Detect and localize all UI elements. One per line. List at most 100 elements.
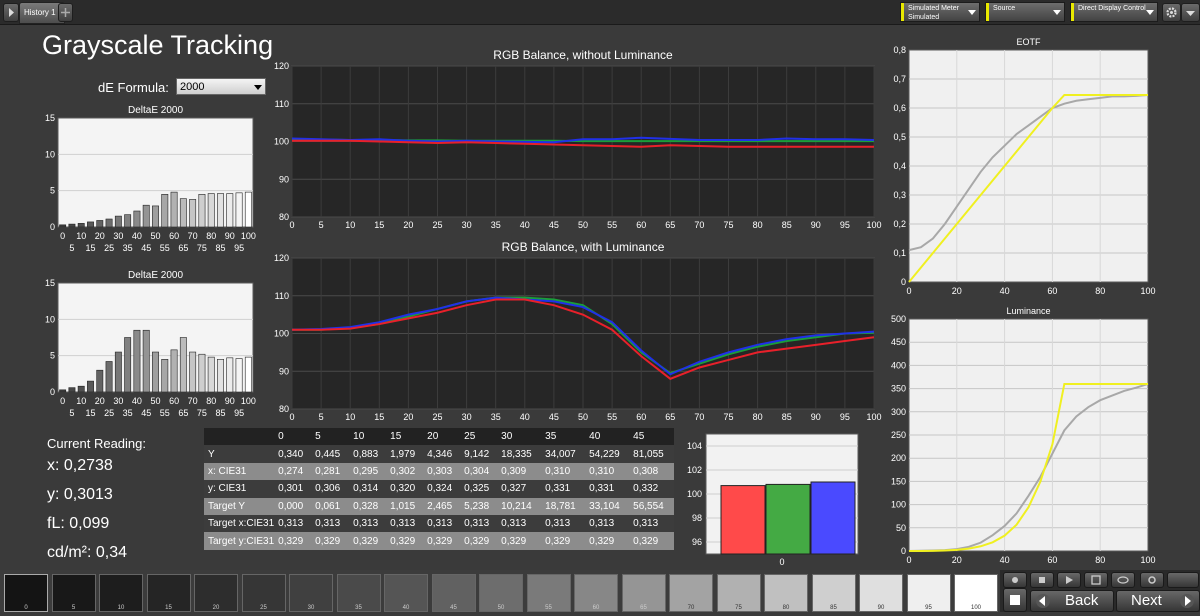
x-tick-label: 100 (1140, 286, 1155, 296)
table-cell: 18,781 (545, 500, 576, 512)
swatch-75[interactable]: 75 (716, 574, 761, 612)
bar (68, 387, 76, 393)
table-cell: 2,465 (427, 500, 453, 512)
table-row: x: CIE31 0,274 0,281 0,295 0,302 0,303 0,304 0,… (204, 462, 674, 481)
play-history-button[interactable] (3, 3, 19, 22)
swatch-100[interactable]: 100 (954, 574, 998, 612)
x-tick-label: 70 (694, 220, 704, 230)
rgb-balance-chart: RGB Balance, without Luminance8090100110… (274, 48, 882, 230)
swatch-label: 45 (450, 605, 457, 611)
x-tick-label: 35 (123, 243, 133, 253)
x-tick-label: 95 (840, 220, 850, 230)
swatch-45[interactable]: 45 (431, 574, 476, 612)
table-cell: 0,302 (390, 465, 416, 477)
swatch-10[interactable]: 10 (99, 574, 143, 612)
table-cell: 0,329 (673, 532, 674, 549)
green-bar (765, 483, 811, 555)
swatch-70[interactable]: 70 (669, 574, 713, 612)
row-label: x: CIE31 (208, 465, 247, 477)
x-tick-label: 30 (113, 231, 123, 241)
table-header-cell: 45 (633, 431, 645, 443)
bar (161, 194, 169, 228)
y-tick-label: 5 (50, 186, 55, 196)
table-cell: 0,306 (315, 483, 341, 495)
table-cell: 0,329 (464, 535, 490, 547)
y-tick-label: 96 (692, 537, 702, 547)
swatch-35[interactable]: 35 (336, 574, 381, 612)
formula-select[interactable]: 2000 (176, 78, 266, 95)
x-tick-label: 95 (840, 412, 850, 422)
options-button[interactable] (1140, 572, 1164, 588)
x-tick-label: 10 (76, 396, 86, 406)
menu-button[interactable] (1181, 3, 1200, 22)
source-dropdown[interactable]: Source (985, 2, 1065, 22)
settings-button[interactable] (1162, 3, 1181, 22)
stop-button[interactable] (1003, 588, 1027, 612)
swatch-85[interactable]: 85 (811, 574, 856, 612)
meter-dropdown[interactable]: Simulated Meter Simulated (900, 2, 980, 22)
extra-button[interactable] (1167, 572, 1199, 588)
back-button[interactable]: Back (1030, 590, 1114, 612)
measure-button[interactable] (1057, 572, 1081, 588)
swatch-40[interactable]: 40 (384, 574, 428, 612)
back-label: Back (1065, 592, 1099, 609)
bar (133, 210, 141, 228)
bar (105, 218, 113, 228)
table-cell: 10,214 (501, 500, 532, 512)
x-tick-label: 0 (779, 557, 784, 567)
y-tick-label: 120 (274, 61, 289, 71)
table-row: Target y:CIE31 0,329 0,329 0,329 0,329 0,329 0… (204, 532, 674, 550)
display-control-dropdown[interactable]: Direct Display Control (1070, 2, 1158, 22)
y-tick-label: 0,3 (893, 190, 906, 200)
table-cell: 9,142 (464, 448, 490, 460)
record-button[interactable] (1003, 572, 1027, 588)
table-cell: 0,331 (589, 483, 615, 495)
x-tick-label: 50 (150, 396, 160, 406)
swatch-label: 60 (592, 605, 600, 611)
table-cell: 0,329 (353, 535, 379, 547)
swatch-0[interactable]: 0 (4, 574, 48, 612)
x-tick-label: 50 (578, 412, 588, 422)
swatch-55[interactable]: 55 (526, 574, 571, 612)
swatch-20[interactable]: 20 (194, 574, 238, 612)
x-tick-label: 50 (150, 231, 160, 241)
x-tick-label: 95 (234, 408, 244, 418)
chevron-down-icon (1053, 10, 1061, 15)
swatch-15[interactable]: 15 (146, 574, 191, 612)
y-tick-label: 98 (692, 513, 702, 523)
circle-icon (1012, 577, 1018, 583)
readings-table[interactable]: 0 5 10 15 20 25 30 35 40 45 50 Y 0,340 0,445 0,883 1,97… (204, 428, 674, 550)
add-tab-button[interactable] (58, 3, 73, 22)
loop-button[interactable] (1111, 572, 1135, 588)
save-button[interactable] (1084, 572, 1108, 588)
swatch-25[interactable]: 25 (241, 574, 286, 612)
stop-icon (1010, 595, 1020, 605)
x-tick-label: 90 (225, 396, 235, 406)
x-tick-label: 60 (636, 412, 646, 422)
bar (133, 329, 141, 393)
y-tick-label: 0,8 (893, 45, 906, 55)
stop-measure-button[interactable] (1030, 572, 1054, 588)
bar (114, 351, 122, 393)
swatch-95[interactable]: 95 (906, 574, 951, 612)
next-button[interactable]: Next (1116, 590, 1200, 612)
x-tick-label: 45 (549, 412, 559, 422)
table-header-cell: 5 (315, 431, 321, 443)
x-tick-label: 10 (345, 220, 355, 230)
table-cell: 56,554 (633, 500, 664, 512)
formula-value: 2000 (180, 81, 205, 93)
swatch-90[interactable]: 90 (859, 574, 903, 612)
table-cell: 0,325 (464, 483, 490, 495)
swatch-label: 30 (307, 605, 315, 611)
y-tick-label: 90 (279, 366, 289, 376)
y-tick-label: 10 (45, 149, 55, 159)
swatch-60[interactable]: 60 (574, 574, 618, 612)
swatch-80[interactable]: 80 (764, 574, 808, 612)
swatch-50[interactable]: 50 (479, 574, 523, 612)
x-tick-label: 25 (432, 220, 442, 230)
swatch-30[interactable]: 30 (289, 574, 333, 612)
swatch-5[interactable]: 5 (51, 574, 96, 612)
swatch-65[interactable]: 65 (621, 574, 666, 612)
